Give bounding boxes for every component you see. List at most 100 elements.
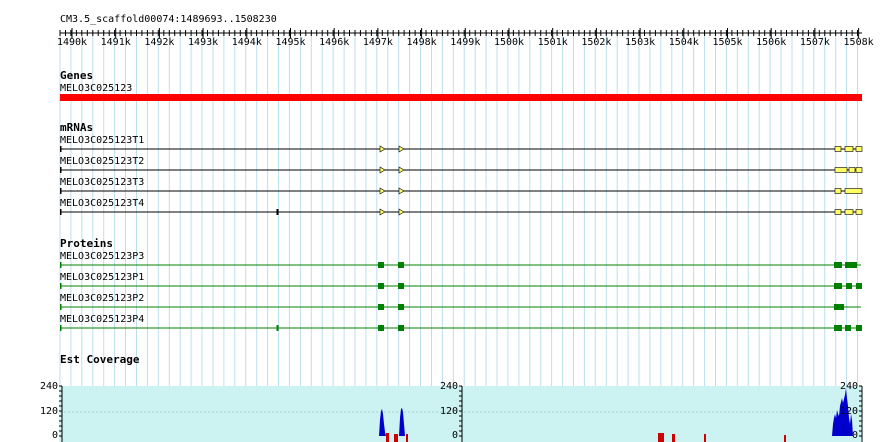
mrna-exon-box — [834, 146, 842, 152]
mrna-exon-small — [276, 209, 279, 215]
protein-block — [378, 325, 384, 331]
mrna-start-marker — [60, 167, 62, 173]
ruler-tick-label: 1497k — [362, 37, 393, 48]
mrna-exon-box — [844, 209, 854, 215]
ruler-tick-label: 1501k — [537, 37, 568, 48]
protein-block — [856, 283, 862, 289]
coverage-alt-mark — [386, 433, 389, 442]
coverage-ylabel-min-2: 0 — [451, 430, 458, 441]
protein-label-p1[interactable]: MELO3C025123P1 — [60, 272, 145, 283]
mrna-exon-box — [855, 146, 863, 152]
coverage-peak — [379, 409, 386, 436]
coverage-alt-mark — [658, 433, 664, 442]
mrna-start-marker — [60, 209, 62, 215]
protein-block — [378, 283, 384, 289]
coverage-panel-left — [60, 386, 461, 442]
protein-start-marker — [60, 283, 62, 289]
coverage-peak — [399, 408, 405, 436]
protein-block — [398, 325, 404, 331]
protein-block — [845, 262, 857, 268]
mrna-exon-box — [834, 188, 842, 194]
mrna-label-t4[interactable]: MELO3C025123T4 — [60, 198, 145, 209]
mrna-exon-arrow — [379, 145, 386, 153]
coverage-ylabel-max-3: 240 — [839, 381, 858, 392]
mrna-exon-arrow — [398, 145, 405, 153]
mrna-exon-box — [844, 188, 863, 194]
protein-block — [398, 262, 404, 268]
mrna-exon-box — [844, 146, 854, 152]
protein-block — [378, 304, 384, 310]
genes-track-title: Genes — [60, 69, 94, 82]
mrna-exon-arrow — [398, 187, 405, 195]
ruler-tick-label: 1508k — [843, 37, 874, 48]
coverage-ylabel-min-3: 0 — [851, 430, 858, 441]
proteins-track-title: Proteins — [60, 237, 113, 250]
ruler-tick-label: 1498k — [406, 37, 437, 48]
protein-block — [834, 283, 842, 289]
protein-block — [398, 283, 404, 289]
protein-block — [856, 325, 862, 331]
ruler-tick-label: 1496k — [319, 37, 350, 48]
coverage-ylabel-mid-1: 120 — [39, 406, 58, 417]
mrna-label-t3[interactable]: MELO3C025123T3 — [60, 177, 145, 188]
protein-block — [845, 325, 851, 331]
protein-block — [834, 262, 842, 268]
ruler-tick-label: 1493k — [188, 37, 219, 48]
coverage-ylabel-max-1: 240 — [39, 381, 58, 392]
ruler-tick-label: 1500k — [493, 37, 525, 48]
mrna-exon-box — [834, 167, 848, 173]
coverage-ylabel-mid-2: 120 — [439, 406, 458, 417]
mrna-exon-arrow — [379, 187, 386, 195]
mrna-exon-arrow — [379, 166, 386, 174]
protein-block — [834, 304, 844, 310]
ruler-tick-label: 1502k — [581, 37, 612, 48]
gene-label[interactable]: MELO3C025123 — [60, 83, 133, 94]
ruler-tick-label: 1499k — [450, 37, 481, 48]
ruler-tick-label: 1505k — [712, 37, 743, 48]
coverage-ylabel-min-1: 0 — [51, 430, 58, 441]
protein-start-marker — [60, 304, 62, 310]
mrna-exon-box — [848, 167, 856, 173]
mrna-exon-arrow — [398, 208, 405, 216]
coverage-track-title: Est Coverage — [60, 353, 140, 366]
ruler-tick-label: 1503k — [625, 37, 656, 48]
ruler-tick-label: 1507k — [799, 37, 830, 48]
mrna-exon-arrow — [398, 166, 405, 174]
protein-label-p3[interactable]: MELO3C025123P3 — [60, 251, 145, 262]
ruler-tick-label: 1495k — [275, 37, 306, 48]
ruler-tick-label: 1494k — [231, 37, 262, 48]
coverage-alt-mark — [406, 434, 408, 442]
mrna-label-t2[interactable]: MELO3C025123T2 — [60, 156, 145, 167]
coverage-ylabel-max-2: 240 — [439, 381, 458, 392]
gene-bar — [60, 94, 862, 101]
protein-block — [834, 325, 842, 331]
mrna-exon-box — [855, 209, 863, 215]
mrna-start-marker — [60, 146, 62, 152]
protein-label-p2[interactable]: MELO3C025123P2 — [60, 293, 145, 304]
coverage-alt-mark — [394, 434, 398, 442]
protein-start-marker — [60, 325, 62, 331]
coverage-alt-mark — [672, 434, 675, 442]
mrna-exon-box — [834, 209, 842, 215]
ruler-tick-label: 1490k — [56, 37, 88, 48]
protein-block — [398, 304, 404, 310]
coverage-peak — [832, 388, 853, 436]
mrna-exon-arrow — [379, 208, 386, 216]
mrna-exon-box — [855, 167, 863, 173]
protein-start-marker — [60, 262, 62, 268]
mrnas-track-title: mRNAs — [60, 121, 94, 134]
ruler-tick-label: 1491k — [100, 37, 131, 48]
coverage-panel-right — [461, 386, 861, 442]
ruler-tick-label: 1506k — [756, 37, 787, 48]
coverage-alt-mark — [784, 435, 786, 442]
protein-label-p4[interactable]: MELO3C025123P4 — [60, 314, 145, 325]
location-label: CM3.5_scaffold00074:1489693..1508230 — [60, 14, 277, 25]
mrna-label-t1[interactable]: MELO3C025123T1 — [60, 135, 145, 146]
ruler-tick-label: 1504k — [668, 37, 699, 48]
mrna-start-marker — [60, 188, 62, 194]
coverage-alt-mark — [704, 434, 706, 442]
coverage-ylabel-mid-3: 120 — [839, 406, 858, 417]
protein-block-small — [276, 325, 279, 331]
